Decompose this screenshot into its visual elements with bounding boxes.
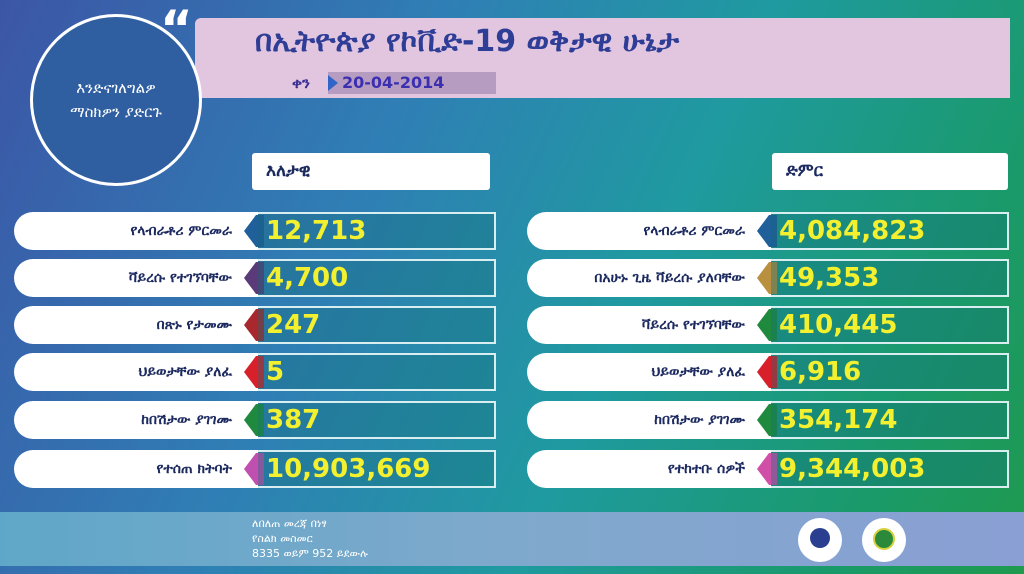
hotline-line3: 8335 ወይም 952 ይደውሉ [252,547,368,560]
hotline-line2: የስልክ መስመር [252,532,313,545]
stat-value: 387 [258,401,496,439]
hotline-info: ለበለጠ መረጃ በነፃ የስልክ መስመር 8335 ወይም 952 ይደውሉ [252,516,368,561]
total-row: ቫይረሱ የተገኘባቸው 410,445 [527,306,1009,344]
total-heading: ድምር [772,153,1008,190]
stat-label: ቫይረሱ የተገኘባቸው [527,306,771,344]
stat-value: 247 [258,306,496,344]
stat-label: ህይወታቸው ያለፈ [14,353,258,391]
stat-value: 4,700 [258,259,496,297]
total-row: የላብራቶሪ ምርመራ 4,084,823 [527,212,1009,250]
stat-value: 6,916 [771,353,1009,391]
stat-value: 9,344,003 [771,450,1009,488]
stat-label: ከበሽታው ያገገሙ [14,401,258,439]
stat-value: 49,353 [771,259,1009,297]
mask-message-bubble: እንድናገለግልዎ ማስክዎን ያድርጉ [30,14,202,186]
total-row: በአሁኑ ጊዜ ቫይረሱ ያለባቸው 49,353 [527,259,1009,297]
date-label: ቀን [292,74,310,92]
total-row: የተከተቡ ሰዎች 9,344,003 [527,450,1009,488]
daily-row: ከበሽታው ያገገሙ 387 [14,401,496,439]
stat-value: 4,084,823 [771,212,1009,250]
stat-value: 12,713 [258,212,496,250]
page-title: በኢትዮጵያ የኮቪድ-19 ወቅታዊ ሁኔታ [255,24,680,59]
stat-label: የላብራቶሪ ምርመራ [527,212,771,250]
daily-row: የላብራቶሪ ምርመራ 12,713 [14,212,496,250]
stat-value: 410,445 [771,306,1009,344]
hotline-line1: ለበለጠ መረጃ በነፃ [252,517,327,530]
stat-label: ቫይረሱ የተገኘባቸው [14,259,258,297]
footer-band [0,512,1024,566]
stat-label: የላብራቶሪ ምርመራ [14,212,258,250]
total-row: ከበሽታው ያገገሙ 354,174 [527,401,1009,439]
stat-label: የተሰጠ ክትባት [14,450,258,488]
stat-value: 5 [258,353,496,391]
ministry-logo [798,518,842,562]
quote-mark-icon: “ [160,0,193,58]
bubble-text: እንድናገለግልዎ ማስክዎን ያድርጉ [70,79,162,121]
institute-logo [862,518,906,562]
date-value: 20-04-2014 [328,72,496,94]
stat-value: 10,903,669 [258,450,496,488]
stat-value: 354,174 [771,401,1009,439]
daily-row: ቫይረሱ የተገኘባቸው 4,700 [14,259,496,297]
daily-row: ህይወታቸው ያለፈ 5 [14,353,496,391]
stat-label: የተከተቡ ሰዎች [527,450,771,488]
total-row: ህይወታቸው ያለፈ 6,916 [527,353,1009,391]
daily-row: በጽኑ የታመሙ 247 [14,306,496,344]
daily-row: የተሰጠ ክትባት 10,903,669 [14,450,496,488]
daily-heading: እለታዊ [252,153,490,190]
stat-label: ከበሽታው ያገገሙ [527,401,771,439]
stat-label: በአሁኑ ጊዜ ቫይረሱ ያለባቸው [527,259,771,297]
stat-label: በጽኑ የታመሙ [14,306,258,344]
stat-label: ህይወታቸው ያለፈ [527,353,771,391]
